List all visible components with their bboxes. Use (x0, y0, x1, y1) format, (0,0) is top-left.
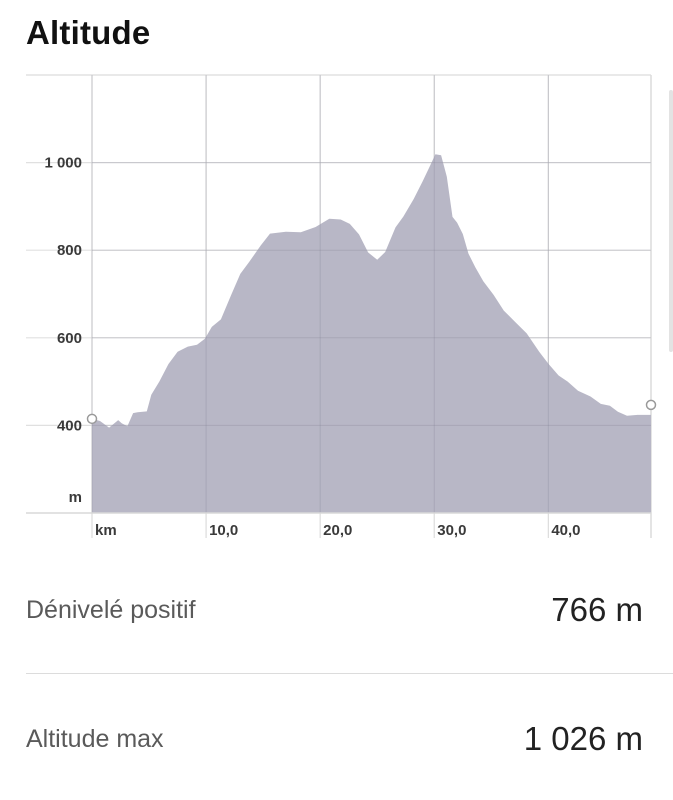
chart-overlay (26, 75, 657, 514)
stat-label-elevation-gain: Dénivelé positif (26, 595, 196, 624)
y-axis-unit-label: m (69, 489, 82, 506)
x-tick-label: 10,0 (209, 522, 238, 539)
stat-row-max-altitude: Altitude max 1 026 m (26, 709, 643, 769)
elevation-area (92, 154, 651, 514)
y-tick-label: 600 (57, 330, 82, 347)
x-tick-label: 20,0 (323, 522, 352, 539)
chart-labels: 1 000 800 600 400 mkm 10,0 20,0 30,0 40,0 (44, 155, 580, 539)
x-tick-label: km (95, 522, 117, 539)
section-title: Altitude (26, 14, 151, 51)
stat-divider (26, 673, 673, 674)
y-tick-label: 800 (57, 242, 82, 259)
stat-row-elevation-gain: Dénivelé positif 766 m (26, 580, 643, 640)
x-tick-label: 40,0 (551, 522, 580, 539)
y-tick-label: 1 000 (44, 155, 82, 172)
y-tick-label: 400 (57, 417, 82, 434)
stat-label-max-altitude: Altitude max (26, 724, 164, 753)
end-point-marker (645, 399, 657, 411)
x-tick-label: 30,0 (437, 522, 466, 539)
scrollbar-indicator[interactable] (669, 90, 673, 352)
stat-value-elevation-gain: 766 m (551, 591, 643, 628)
elevation-chart: 1 000 800 600 400 mkm 10,0 20,0 30,0 40,0 (26, 74, 657, 539)
stat-value-max-altitude: 1 026 m (523, 720, 643, 757)
start-point-marker (86, 413, 98, 425)
